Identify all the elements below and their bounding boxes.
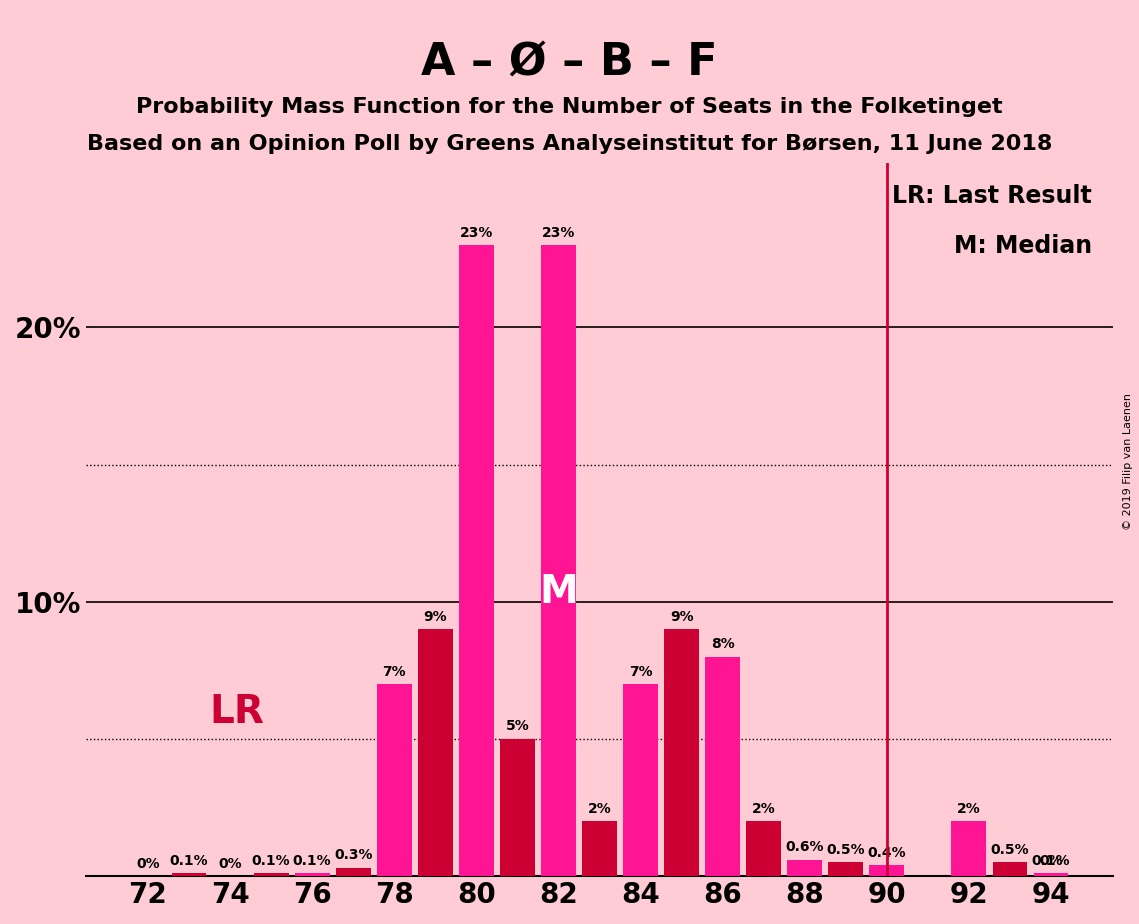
Text: 0.5%: 0.5% (991, 843, 1030, 857)
Text: 0%: 0% (219, 857, 241, 870)
Text: 8%: 8% (711, 638, 735, 651)
Bar (664, 629, 699, 876)
Bar (582, 821, 617, 876)
Text: Probability Mass Function for the Number of Seats in the Folketinget: Probability Mass Function for the Number… (137, 97, 1002, 117)
Text: 2%: 2% (588, 802, 612, 816)
Bar (787, 859, 822, 876)
Text: 7%: 7% (629, 664, 653, 678)
Bar (623, 684, 658, 876)
Text: 5%: 5% (506, 720, 530, 734)
Text: A – Ø – B – F: A – Ø – B – F (421, 42, 718, 85)
Bar (828, 862, 863, 876)
Text: 7%: 7% (383, 664, 405, 678)
Text: 2%: 2% (752, 802, 776, 816)
Text: 0.5%: 0.5% (827, 843, 866, 857)
Text: M: M (539, 573, 577, 611)
Text: 23%: 23% (542, 225, 575, 239)
Bar (869, 865, 904, 876)
Bar (254, 873, 288, 876)
Text: 0.1%: 0.1% (293, 854, 331, 868)
Text: LR: LR (210, 692, 264, 731)
Text: 9%: 9% (424, 610, 448, 624)
Text: 0%: 0% (1039, 854, 1063, 868)
Text: 0.1%: 0.1% (170, 854, 208, 868)
Text: 0.6%: 0.6% (786, 840, 823, 854)
Bar (336, 868, 370, 876)
Bar (541, 245, 576, 876)
Text: 0.3%: 0.3% (334, 848, 372, 862)
Bar (746, 821, 781, 876)
Text: M: Median: M: Median (954, 234, 1092, 258)
Bar (992, 862, 1027, 876)
Text: 0.4%: 0.4% (868, 845, 907, 859)
Bar (459, 245, 494, 876)
Bar (951, 821, 986, 876)
Text: 0.1%: 0.1% (1032, 854, 1071, 868)
Text: 9%: 9% (670, 610, 694, 624)
Text: LR: Last Result: LR: Last Result (892, 184, 1092, 208)
Bar (172, 873, 206, 876)
Bar (295, 873, 329, 876)
Bar (500, 739, 535, 876)
Text: 2%: 2% (957, 802, 981, 816)
Text: 0.1%: 0.1% (252, 854, 290, 868)
Bar (377, 684, 411, 876)
Text: Based on an Opinion Poll by Greens Analyseinstitut for Børsen, 11 June 2018: Based on an Opinion Poll by Greens Analy… (87, 134, 1052, 154)
Bar (705, 657, 740, 876)
Text: 23%: 23% (460, 225, 493, 239)
Bar (1033, 873, 1068, 876)
Bar (418, 629, 452, 876)
Text: 0%: 0% (137, 857, 159, 870)
Text: © 2019 Filip van Laenen: © 2019 Filip van Laenen (1123, 394, 1133, 530)
